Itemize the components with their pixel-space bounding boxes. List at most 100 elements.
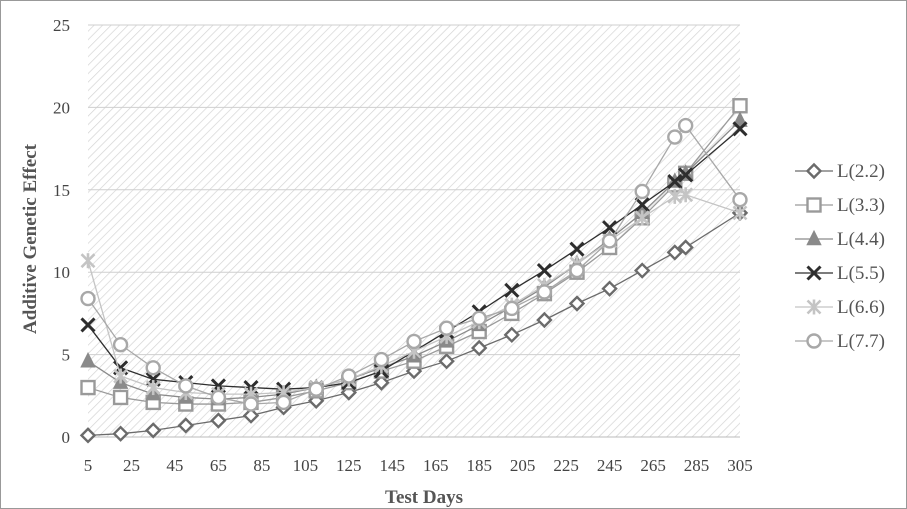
data-point [308,381,324,397]
x-tick-label: 285 [684,456,710,475]
data-point [503,326,520,344]
data-point [568,295,586,312]
data-point [210,412,227,429]
data-point [677,117,694,134]
y-tick-label: 10 [53,263,70,282]
data-point [341,368,357,384]
legend-label: L(7.7) [837,331,885,352]
data-point [438,320,455,336]
x-tick-label: 65 [210,456,227,475]
legend: L(2.2) L(3.3) L(4.4) L(5.5) L(6.6) L(7.7) [795,161,885,352]
legend-marker [806,229,822,246]
legend-marker [805,162,823,180]
legend-item: L(2.2) [795,161,885,182]
data-point [677,239,694,256]
x-tick-label: 85 [253,456,270,475]
x-tick-labels: 5 25 45 65 85 105 125 145 165 185 205 225 245 265 285 3… [84,456,753,475]
legend-item: L(4.4) [795,229,885,250]
x-tick-label: 25 [123,456,140,475]
data-point [145,422,162,439]
data-point [438,352,455,370]
legend-item: L(6.6) [795,297,885,318]
y-tick-label: 5 [62,346,71,365]
legend-label: L(3.3) [837,195,885,216]
legend-item: L(3.3) [795,195,885,216]
data-point [667,173,683,190]
data-point [536,262,552,279]
data-point [678,187,694,203]
legend-label: L(2.2) [837,161,885,182]
data-point [601,280,618,297]
data-point [112,389,129,406]
x-tick-label: 165 [423,456,449,475]
x-tick-label: 265 [640,456,666,475]
data-point [536,311,553,329]
y-tick-label: 20 [53,98,70,117]
legend-marker [806,333,822,349]
data-point [406,333,422,350]
series-L(7.7) [80,117,748,412]
data-point [536,284,553,300]
y-tick-labels: 0 5 10 15 20 25 [53,16,70,447]
data-point [667,129,683,145]
data-point [80,317,96,333]
x-tick-label: 45 [166,456,183,475]
data-point [275,394,292,411]
data-point [732,191,748,208]
legend-marker [806,265,822,281]
x-tick-label: 5 [84,456,93,475]
data-point [732,205,748,221]
data-point [732,98,748,114]
data-point [373,374,390,391]
legend-item: L(5.5) [795,263,885,284]
y-axis-title: Additive Genetic Effect [20,143,41,334]
data-point [666,244,683,261]
data-point [112,337,129,353]
legend-label: L(5.5) [837,263,885,284]
x-tick-label: 225 [553,456,579,475]
y-tick-label: 0 [62,428,71,447]
data-point [80,290,96,307]
data-point [602,220,618,236]
data-point [242,407,260,424]
data-point [178,378,194,394]
data-point [634,197,650,213]
x-axis-title: Test Days [385,487,463,508]
data-point [243,396,259,412]
data-point [177,417,194,434]
x-tick-label: 145 [380,456,406,475]
legend-label: L(6.6) [837,297,885,318]
data-point [732,121,748,137]
data-point [113,368,129,384]
data-point [732,111,748,127]
data-point [569,241,585,257]
x-tick-label: 185 [466,456,492,475]
data-point [678,167,694,183]
data-point [504,282,520,298]
data-point [80,379,96,396]
data-point [634,210,650,226]
data-point [601,233,618,249]
legend-marker [806,299,822,315]
data-point [471,339,488,357]
data-point [79,427,97,444]
series-L(2.2) [79,204,749,444]
data-point [80,352,96,368]
x-tick-label: 105 [293,456,319,475]
data-point [471,310,487,327]
data-point [504,300,520,317]
x-tick-label: 205 [510,456,536,475]
y-tick-label: 15 [53,181,70,200]
data-point [373,351,390,368]
data-point [145,380,161,396]
data-point [569,262,585,279]
data-point [634,183,650,200]
series-group [79,98,749,444]
y-tick-label: 25 [53,16,70,35]
x-tick-label: 125 [336,456,362,475]
legend-marker [806,197,822,213]
data-point [634,262,651,279]
data-point [210,389,227,406]
